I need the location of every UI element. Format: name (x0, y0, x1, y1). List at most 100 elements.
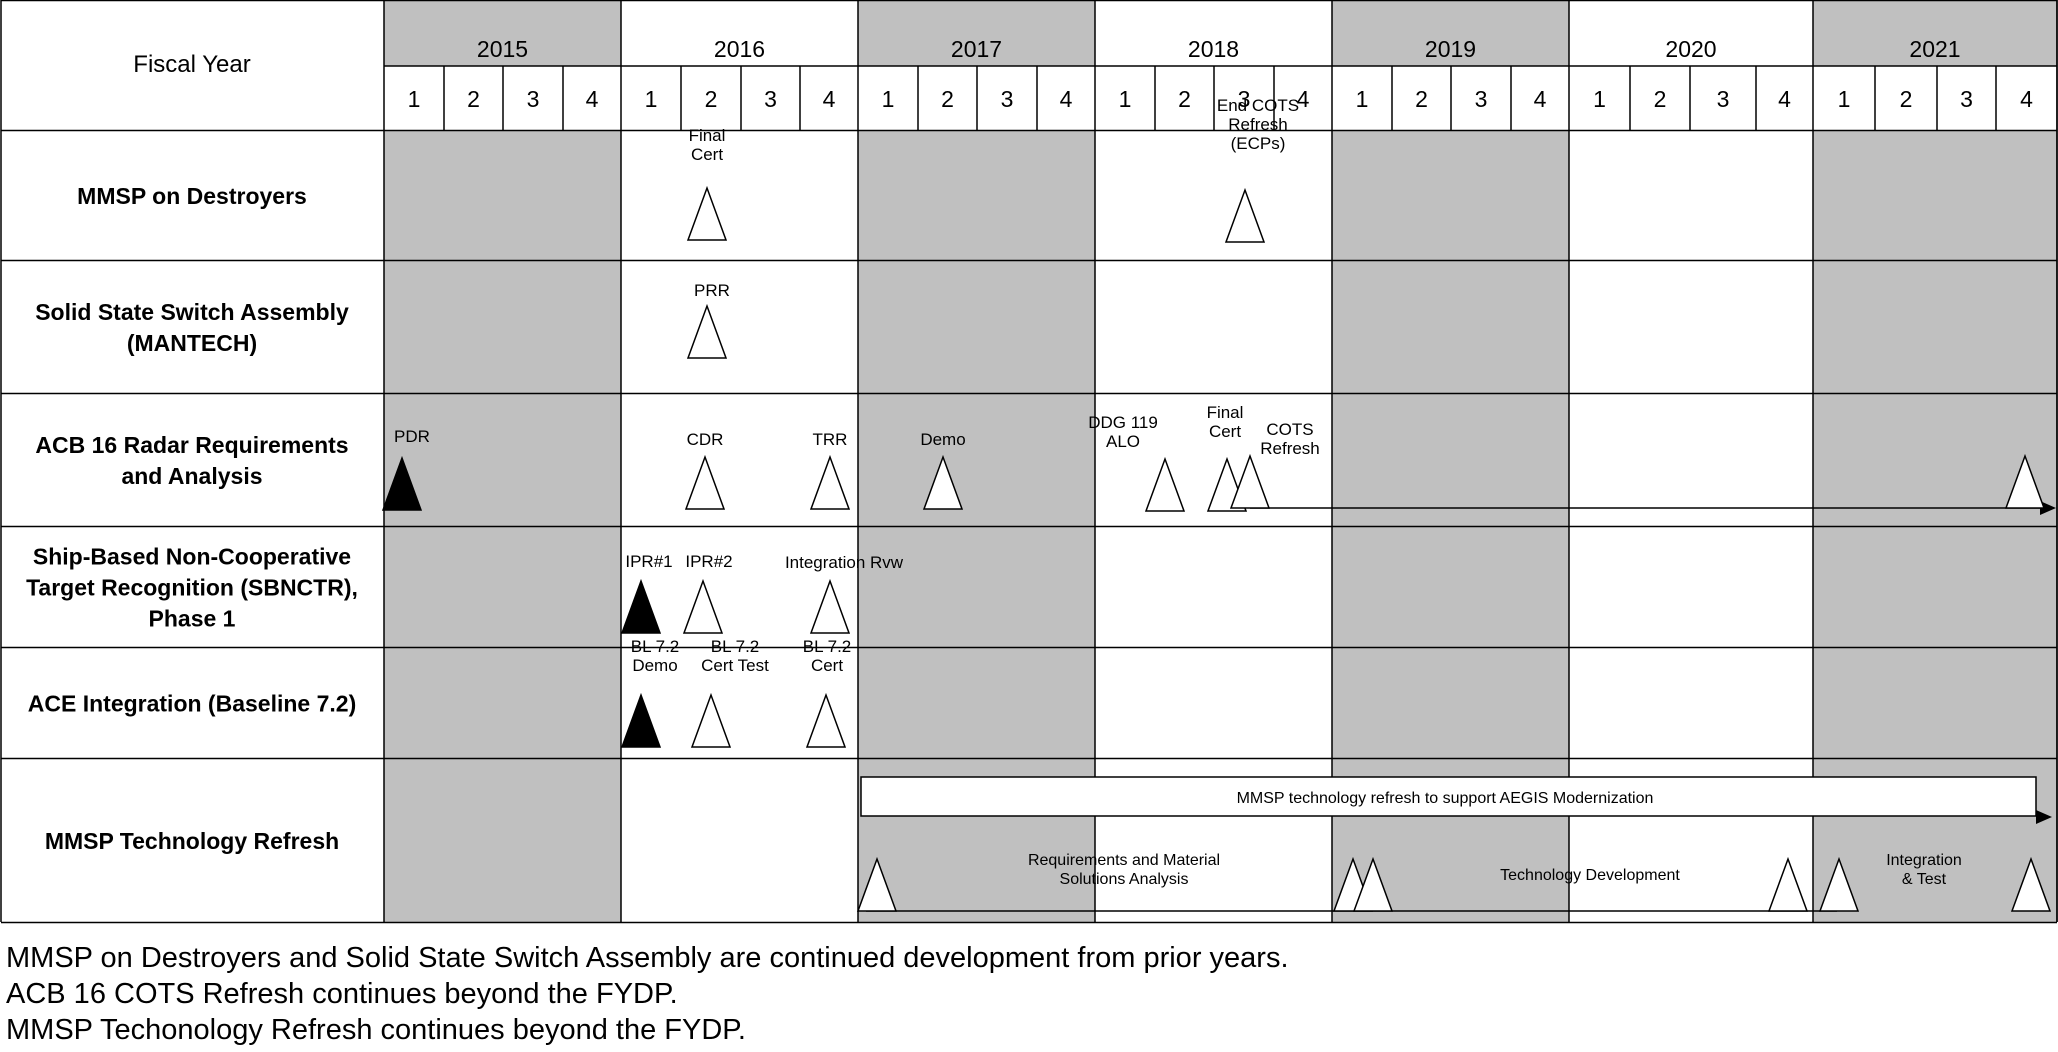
milestone-open-triangle (1767, 856, 1809, 912)
milestone-open-triangle (1352, 856, 1394, 912)
quarter-label: 2 (1415, 86, 1428, 112)
milestone-open-triangle (2004, 453, 2046, 509)
footnote: MMSP Techonology Refresh continues beyon… (6, 1014, 746, 1046)
milestone-filled-triangle (620, 578, 662, 634)
quarter-label: 4 (1778, 86, 1791, 112)
milestone-open-triangle (682, 578, 724, 634)
quarter-label: 1 (1119, 86, 1132, 112)
milestone-open-triangle (856, 856, 898, 912)
milestone-label: Demo (920, 430, 965, 449)
quarter-label: 3 (1475, 86, 1488, 112)
milestone-label: ALO (1106, 432, 1140, 451)
row-label: Solid State Switch Assembly (35, 299, 349, 325)
milestone-label: IPR#2 (685, 552, 732, 571)
quarter-label: 3 (1717, 86, 1730, 112)
milestone-label: Demo (632, 656, 677, 675)
milestone-label: Integration Rvw (785, 553, 904, 572)
milestone-label: Refresh (1228, 115, 1288, 134)
milestone-filled-triangle (620, 692, 662, 748)
quarter-label: 1 (645, 86, 658, 112)
row-labels: MMSP on Destroyers Solid State Switch Ass… (26, 183, 358, 854)
milestone-label: PRR (694, 281, 730, 300)
row-label: (MANTECH) (127, 330, 257, 356)
milestone-label: TRR (813, 430, 848, 449)
quarter-label: 1 (1838, 86, 1851, 112)
quarter-label: 4 (2020, 86, 2033, 112)
phase-label: Technology Development (1500, 867, 1680, 884)
quarter-label: 2 (467, 86, 480, 112)
year-label: 2020 (1665, 36, 1716, 62)
milestone-label: Cert (691, 145, 723, 164)
tech-refresh-arrowhead (2036, 810, 2052, 824)
row-label: and Analysis (121, 463, 262, 489)
quarter-label: 4 (1534, 86, 1547, 112)
row-label: Phase 1 (149, 606, 236, 632)
quarter-label: 2 (1900, 86, 1913, 112)
milestone-open-triangle (2010, 856, 2052, 912)
row-label: MMSP Technology Refresh (45, 828, 339, 854)
year-label: 2019 (1425, 36, 1476, 62)
milestone-label: Cert (811, 656, 843, 675)
milestone-open-triangle (1229, 453, 1271, 509)
quarter-label: 2 (1654, 86, 1667, 112)
phase-label: Integration (1886, 852, 1962, 869)
milestone-label: Cert (1209, 422, 1241, 441)
milestone-label: IPR#1 (625, 552, 672, 571)
milestone-open-triangle (922, 454, 964, 510)
quarter-label: 4 (1297, 86, 1310, 112)
milestone-label: End COTS (1217, 96, 1299, 115)
milestone-open-triangle (1818, 856, 1860, 912)
phase-label: Requirements and Material (1028, 852, 1220, 869)
quarter-label: 1 (882, 86, 895, 112)
schedule-bars: MMSP technology refresh to support AEGIS… (860, 501, 2056, 912)
milestone-open-triangle (690, 692, 732, 748)
year-shade (384, 0, 621, 922)
quarter-label: 3 (527, 86, 540, 112)
schedule-chart: Fiscal Year 2015 1 2 3 4 2016 1 2 3 4 2017 1 2 3 4 2018… (0, 0, 2058, 924)
quarter-label: 2 (1178, 86, 1191, 112)
milestone-open-triangle (805, 692, 847, 748)
quarter-label: 1 (1356, 86, 1369, 112)
milestone-label: COTS (1266, 420, 1313, 439)
tech-refresh-bar (860, 776, 2037, 817)
row-label: Target Recognition (SBNCTR), (26, 575, 358, 601)
tech-refresh-bar-label: MMSP technology refresh to support AEGIS… (1237, 790, 1654, 807)
milestone-label: BL 7.2 (711, 637, 760, 656)
milestone-open-triangle (809, 454, 851, 510)
milestone-open-triangle (1224, 187, 1266, 243)
year-shade (1813, 0, 2057, 922)
milestone-label: Cert Test (701, 656, 769, 675)
fiscal-year-label: Fiscal Year (133, 51, 250, 78)
quarter-label: 4 (586, 86, 599, 112)
milestone-label: Final (689, 126, 726, 145)
quarter-label: 4 (1060, 86, 1073, 112)
footnote: MMSP on Destroyers and Solid State Switc… (6, 942, 1289, 974)
quarter-label: 3 (1001, 86, 1014, 112)
milestone-label: Final (1207, 403, 1244, 422)
year-label: 2016 (714, 36, 765, 62)
row-label: MMSP on Destroyers (77, 183, 307, 209)
quarter-label: 3 (1238, 86, 1251, 112)
year-shade (1332, 0, 1569, 922)
row-label: Ship-Based Non-Cooperative (33, 544, 351, 570)
year-shading (384, 0, 2057, 922)
quarter-label: 1 (1593, 86, 1606, 112)
quarter-label: 3 (1960, 86, 1973, 112)
row-label: ACB 16 Radar Requirements (35, 432, 348, 458)
quarter-label: 1 (408, 86, 421, 112)
milestone-label: BL 7.2 (631, 637, 680, 656)
quarter-row-bg (384, 66, 2057, 130)
quarter-label: 4 (823, 86, 836, 112)
quarter-label: 3 (764, 86, 777, 112)
phase-label: Solutions Analysis (1060, 871, 1189, 888)
milestone-label: DDG 119 (1088, 413, 1158, 432)
milestone-label: BL 7.2 (803, 637, 852, 656)
milestone-label: (ECPs) (1231, 134, 1286, 153)
row-label: ACE Integration (Baseline 7.2) (28, 691, 356, 717)
milestone-label: CDR (687, 430, 724, 449)
footnote: ACB 16 COTS Refresh continues beyond the… (6, 978, 678, 1010)
milestone-filled-triangle (381, 455, 423, 511)
milestone-open-triangle (686, 185, 728, 241)
milestone-label: Refresh (1260, 439, 1320, 458)
year-label: 2018 (1188, 36, 1239, 62)
